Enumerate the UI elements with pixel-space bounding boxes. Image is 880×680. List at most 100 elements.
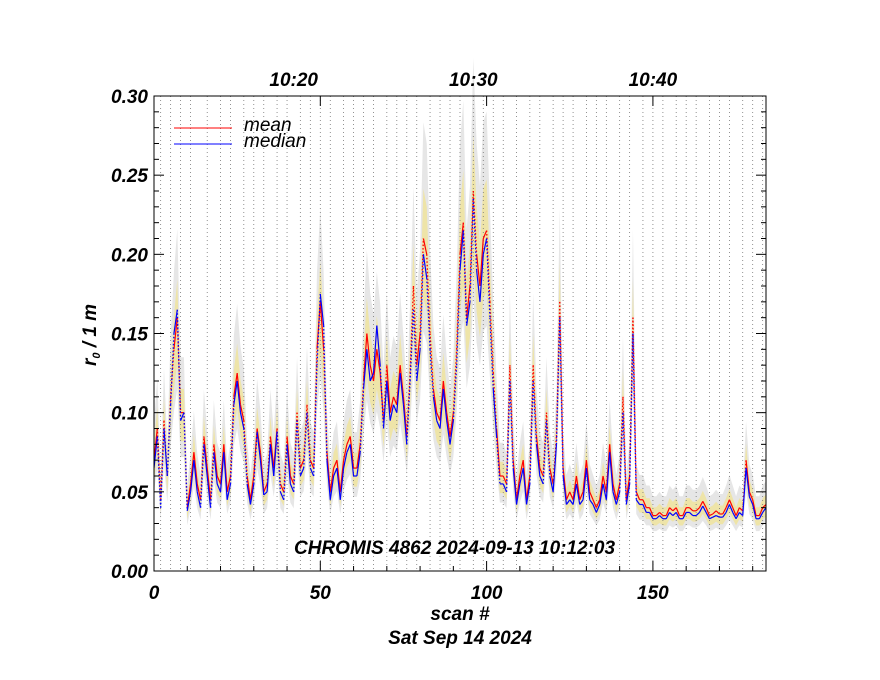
mean-segment [575, 475, 581, 500]
y-axis-title-main: r [80, 357, 101, 366]
median-segment [216, 483, 222, 493]
median-segment [702, 505, 707, 513]
mean-segment [492, 373, 498, 429]
median-segment [169, 333, 175, 405]
median-segment [382, 380, 388, 429]
median-segment [675, 512, 681, 520]
median-segment [728, 504, 734, 513]
mean-segment [592, 499, 597, 508]
median-segment [628, 333, 634, 484]
mean-segment [226, 475, 232, 492]
median-segment [409, 309, 415, 382]
median-segment [549, 475, 554, 492]
mean-segment [372, 349, 378, 382]
median-segment [176, 309, 182, 421]
median-segment [442, 388, 448, 421]
median-segment [505, 380, 511, 492]
mean-segment [429, 333, 435, 389]
mean-segment [669, 507, 674, 512]
mean-segment [436, 412, 441, 421]
svg-text:r0 / 1 m: r0 / 1 m [80, 304, 103, 366]
median-segment [669, 511, 674, 517]
median-segment [625, 483, 631, 505]
time-tick-label: 10:40 [629, 70, 678, 91]
series-median [154, 198, 766, 520]
median-segment [362, 349, 368, 389]
median-segment [203, 444, 208, 477]
mean-segment [529, 365, 534, 477]
median-segment [609, 452, 614, 492]
median-segment [642, 504, 647, 513]
mean-segment [698, 501, 704, 508]
median-segment [519, 467, 524, 485]
median-segment [742, 468, 747, 516]
mean-segment [728, 499, 734, 508]
median-segment [436, 420, 441, 429]
median-segment [154, 436, 158, 469]
mean-segment [632, 317, 637, 492]
median-segment [422, 254, 428, 279]
median-segment [479, 254, 484, 302]
median-segment [412, 309, 418, 382]
median-segment [303, 412, 308, 469]
mean-segment [466, 285, 471, 318]
median-segment [562, 475, 568, 505]
median-segment [349, 444, 355, 477]
mean-segment [333, 459, 338, 469]
median-segment [160, 428, 165, 508]
median-segment [379, 365, 385, 429]
mean-segment [213, 444, 218, 477]
median-segment [512, 468, 518, 505]
median-segment [585, 468, 591, 500]
mean-segment [599, 475, 604, 500]
mean-segment [263, 483, 268, 493]
mean-segment [545, 412, 551, 469]
mean-segment [535, 436, 541, 469]
y-axis-title: r0 / 1 m [80, 304, 103, 366]
median-segment [535, 444, 541, 477]
median-segment [752, 504, 757, 519]
mean-segment [169, 349, 175, 397]
median-segment [342, 452, 348, 469]
mean-segment [449, 412, 454, 437]
mean-segment [589, 491, 594, 500]
mean-segment [336, 460, 341, 492]
mean-segment [689, 507, 694, 512]
median-segment [266, 444, 272, 492]
median-segment [283, 444, 288, 500]
median-segment [525, 483, 531, 505]
y-tick-label: 0.30 [111, 87, 148, 108]
median-segment [595, 504, 601, 513]
median-segment [449, 420, 454, 445]
median-segment [492, 388, 498, 437]
mean-segment [722, 507, 727, 515]
mean-segment [459, 222, 464, 255]
median-segment [485, 238, 491, 318]
median-segment [326, 460, 331, 500]
median-segment [592, 504, 597, 513]
x-axis-ticks: 0 50 100 150 [149, 96, 754, 604]
median-segment [389, 404, 395, 421]
median-segment [758, 512, 764, 520]
median-segment [249, 483, 255, 505]
mean-segment [219, 444, 225, 484]
median-segment [689, 511, 694, 517]
mean-segment [659, 511, 664, 517]
median-segment [369, 372, 375, 382]
mean-segment [446, 412, 451, 437]
y-tick-label: 0.05 [111, 483, 148, 504]
mean-segment [412, 285, 418, 366]
mean-segment [432, 388, 438, 413]
median-segment [293, 420, 298, 492]
median-segment [748, 496, 754, 505]
median-segment [509, 380, 514, 469]
mean-segment [356, 444, 361, 469]
mean-segment [519, 460, 524, 477]
median-segment [336, 468, 341, 500]
mean-segment [396, 365, 401, 405]
median-segment [299, 467, 305, 477]
median-segment [446, 420, 451, 445]
median-segment [322, 325, 328, 461]
median-segment [709, 516, 714, 520]
median-segment [622, 412, 627, 505]
